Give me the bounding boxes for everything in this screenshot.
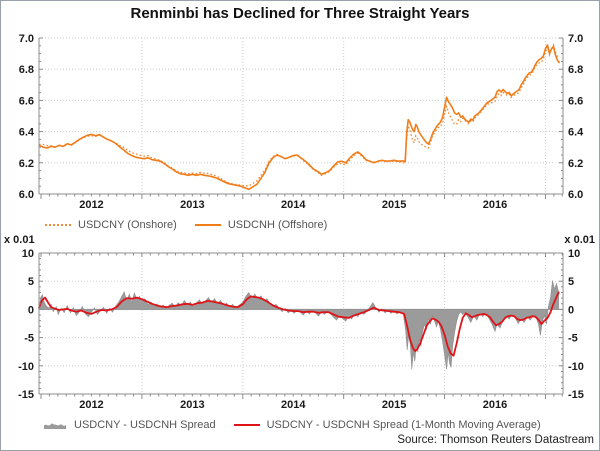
bottom-panel: -15 -15 -10 -10 -5 -5 0 0 5 5 10 10 2012 2013 2014 2015… <box>18 248 584 411</box>
tick-label: 2012 <box>79 399 103 411</box>
tick-label: 6.8 <box>568 64 583 76</box>
tick-label: 10 <box>568 248 580 260</box>
tick-label: -15 <box>18 389 34 401</box>
spread-area <box>38 280 559 370</box>
tick-label: 10 <box>22 248 34 260</box>
dotted-line-swatch-icon <box>45 224 71 226</box>
usdcnh-offshore-line <box>38 44 561 191</box>
tick-label: 6.4 <box>19 127 35 139</box>
legend-label: USDCNY - USDCNH Spread (1-Month Moving A… <box>266 419 541 431</box>
tick-label: 5 <box>568 276 574 288</box>
scale-label-right: x 0.01 <box>564 234 595 246</box>
legend-item-usdcnh-offshore: USDCNH (Offshore) <box>194 219 328 231</box>
tick-label: 2016 <box>483 199 507 211</box>
top-panel: 6.0 6.0 6.2 6.2 6.4 6.4 6.6 6.6 6.8 6.8 7.0 7.0 2012… <box>19 33 584 211</box>
chart-title: Renminbi has Declined for Three Straight… <box>130 5 470 22</box>
tick-label: 2013 <box>180 399 204 411</box>
tick-label: -10 <box>568 361 584 373</box>
legend-item-spread-ma: USDCNY - USDCNH Spread (1-Month Moving A… <box>233 419 541 431</box>
bottom-chart-legend: USDCNY - USDCNH Spread USDCNY - USDCNH S… <box>43 419 541 431</box>
legend-label: USDCNY - USDCNH Spread <box>74 419 216 431</box>
tick-label: -10 <box>18 361 34 373</box>
tick-label: 7.0 <box>568 33 583 45</box>
tick-label: 2014 <box>281 399 306 411</box>
tick-label: 2015 <box>382 199 406 211</box>
scale-label-left: x 0.01 <box>4 234 35 246</box>
tick-label: 2014 <box>281 199 306 211</box>
tick-label: 6.4 <box>568 127 584 139</box>
tick-label: 0 <box>28 304 34 316</box>
source-attribution: Source: Thomson Reuters Datastream <box>397 434 594 446</box>
tick-label: 6.8 <box>19 64 34 76</box>
tick-label: -5 <box>24 333 34 345</box>
top-chart-legend: USDCNY (Onshore) USDCNH (Offshore) <box>45 219 327 231</box>
tick-label: 2016 <box>483 399 507 411</box>
area-swatch-icon <box>44 423 66 429</box>
red-line-swatch-icon <box>233 424 260 426</box>
tick-label: 0 <box>568 304 574 316</box>
tick-label: 6.0 <box>568 189 583 201</box>
tick-label: 2012 <box>79 199 103 211</box>
tick-label: 6.2 <box>568 158 583 170</box>
legend-item-spread: USDCNY - USDCNH Spread <box>43 419 216 431</box>
tick-label: 6.6 <box>568 95 583 107</box>
tick-label: 6.2 <box>19 158 34 170</box>
legend-label: USDCNH (Offshore) <box>227 219 328 231</box>
tick-label: 6.6 <box>19 95 34 107</box>
tick-label: 7.0 <box>19 33 34 45</box>
spread-ma-line <box>38 291 560 357</box>
usdcny-onshore-line <box>39 43 561 187</box>
tick-label: 2015 <box>382 399 406 411</box>
legend-label: USDCNY (Onshore) <box>78 219 177 231</box>
tick-label: -15 <box>568 389 584 401</box>
tick-label: 6.0 <box>19 189 34 201</box>
legend-item-usdcny-onshore: USDCNY (Onshore) <box>45 219 177 231</box>
tick-label: -5 <box>568 333 578 345</box>
solid-line-swatch-icon <box>194 224 221 226</box>
tick-label: 5 <box>28 276 34 288</box>
tick-label: 2013 <box>180 199 204 211</box>
